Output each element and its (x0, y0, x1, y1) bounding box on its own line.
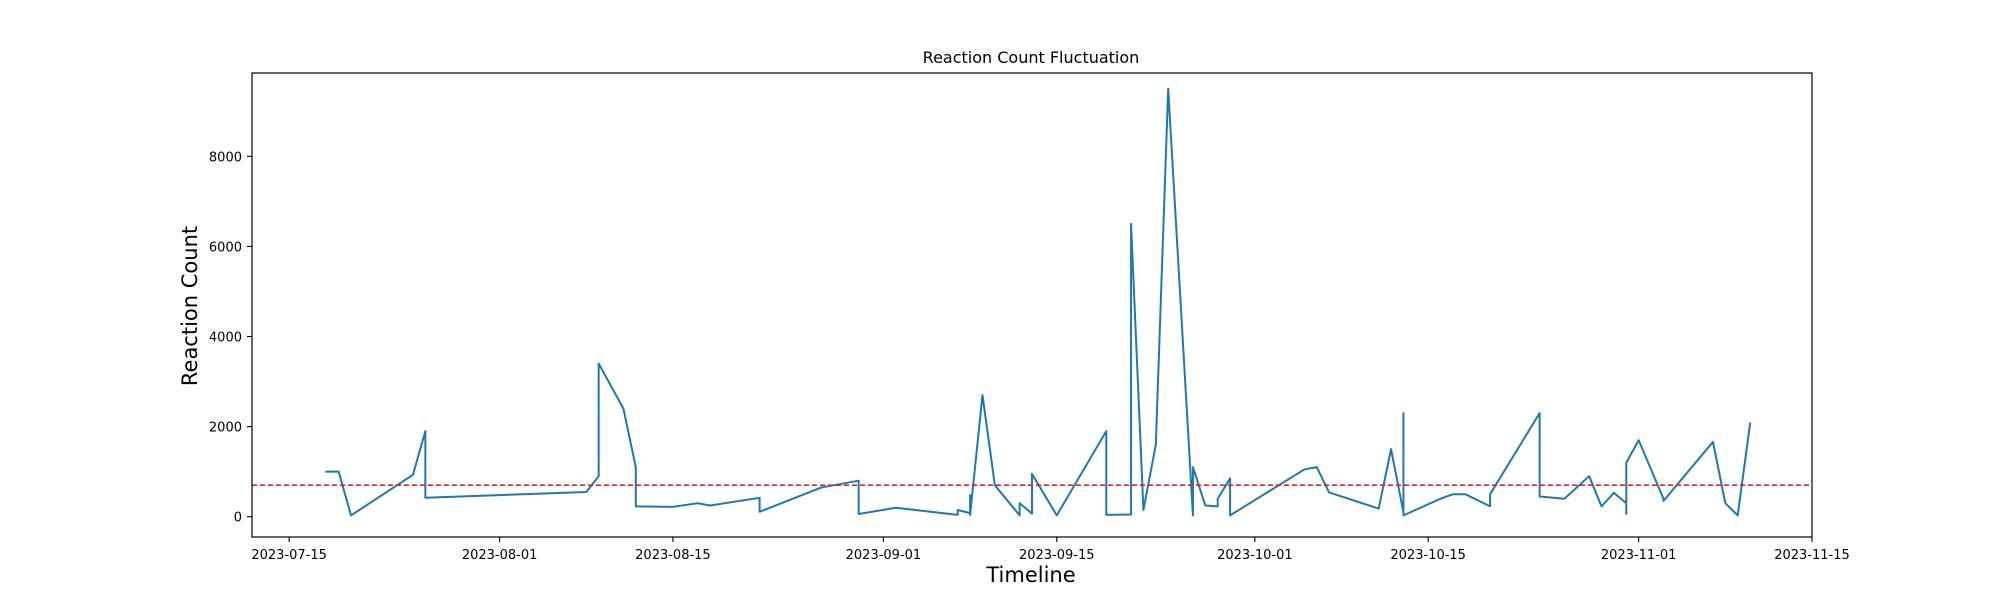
x-tick-label: 2023-09-15 (1019, 548, 1095, 563)
x-tick-label: 2023-07-15 (251, 548, 327, 563)
x-tick-label: 2023-11-15 (1774, 548, 1850, 563)
x-tick-label: 2023-08-15 (635, 548, 711, 563)
x-axis-label: Timeline (985, 563, 1075, 587)
plot-area (252, 87, 1812, 517)
x-tick-label: 2023-10-01 (1217, 548, 1293, 563)
axes: 2023-07-15 2023-08-01 2023-08-15 2023-09-01… (209, 72, 1850, 563)
x-tick-label: 2023-10-15 (1390, 548, 1466, 563)
x-tick-label: 2023-09-01 (846, 548, 922, 563)
y-tick-label: 0 (234, 511, 242, 526)
y-axis-label: Reaction Count (178, 226, 202, 386)
y-tick-label: 6000 (209, 240, 242, 255)
x-tick-label: 2023-08-01 (462, 548, 538, 563)
series-line-0 (325, 87, 1752, 517)
x-tick-label: 2023-11-01 (1601, 548, 1677, 563)
chart-title: Reaction Count Fluctuation (923, 48, 1140, 67)
y-tick-label: 4000 (209, 331, 242, 346)
y-tick-label: 8000 (209, 150, 242, 165)
plot-frame (251, 72, 1813, 538)
y-tick-label: 2000 (209, 421, 242, 436)
